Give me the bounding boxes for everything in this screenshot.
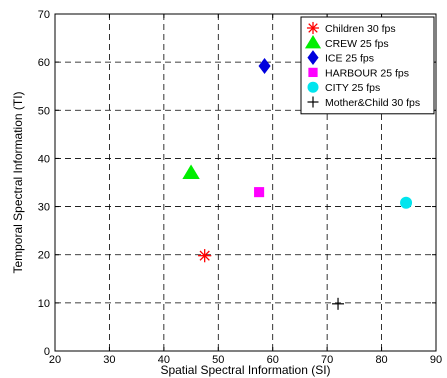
- y-tick-label: 60: [38, 57, 50, 69]
- data-point: [198, 249, 212, 263]
- y-tick-label: 50: [38, 105, 50, 117]
- grid-lines: [55, 14, 436, 351]
- y-tick-label: 10: [38, 298, 50, 310]
- legend-label: Children 30 fps: [325, 23, 396, 35]
- legend-label: HARBOUR 25 fps: [325, 67, 409, 79]
- legend-marker: [306, 21, 320, 35]
- x-tick-labels: 20 30 40 50 60 70 80 90: [49, 354, 442, 366]
- y-tick-label: 20: [38, 250, 50, 262]
- data-point: [400, 196, 413, 209]
- y-axis-title: Temporal Spectral Information (TI): [11, 91, 25, 273]
- legend-marker: [307, 96, 319, 108]
- x-tick-label: 80: [375, 354, 387, 366]
- x-axis-title: Spatial Spectral Information (SI): [160, 363, 330, 377]
- data-points: [182, 57, 413, 310]
- y-tick-labels: 0 10 20 30 40 50 60 70: [38, 9, 50, 358]
- legend: Children 30 fps CREW 25 fps ICE 25 fps HARB…: [300, 16, 435, 115]
- legend-label: CITY 25 fps: [325, 82, 380, 94]
- legend-marker: [304, 35, 322, 49]
- data-point: [258, 57, 271, 75]
- x-tick-label: 20: [49, 354, 61, 366]
- y-tick-label: 70: [38, 9, 50, 21]
- x-tick-label: 60: [267, 354, 279, 366]
- data-point: [182, 164, 200, 179]
- x-tick-label: 50: [212, 354, 224, 366]
- legend-label: CREW 25 fps: [325, 38, 389, 50]
- legend-marker: [307, 81, 319, 93]
- legend-label: Mother&Child 30 fps: [325, 97, 420, 109]
- legend-marker: [307, 50, 319, 66]
- y-tick-label: 0: [44, 346, 50, 358]
- y-tick-label: 30: [38, 202, 50, 214]
- legend-marker: [308, 67, 318, 78]
- x-tick-label: 30: [103, 354, 115, 366]
- y-tick-label: 40: [38, 153, 50, 165]
- data-point: [332, 297, 345, 310]
- plot-frame: [54, 13, 437, 352]
- data-point: [254, 187, 265, 198]
- legend-label: ICE 25 fps: [325, 53, 374, 65]
- legend-entries: Children 30 fps CREW 25 fps ICE 25 fps HARB…: [304, 21, 420, 109]
- x-tick-label: 40: [158, 354, 170, 366]
- legend-box: [300, 16, 435, 115]
- x-tick-label: 70: [321, 354, 333, 366]
- x-tick-label: 90: [430, 354, 442, 366]
